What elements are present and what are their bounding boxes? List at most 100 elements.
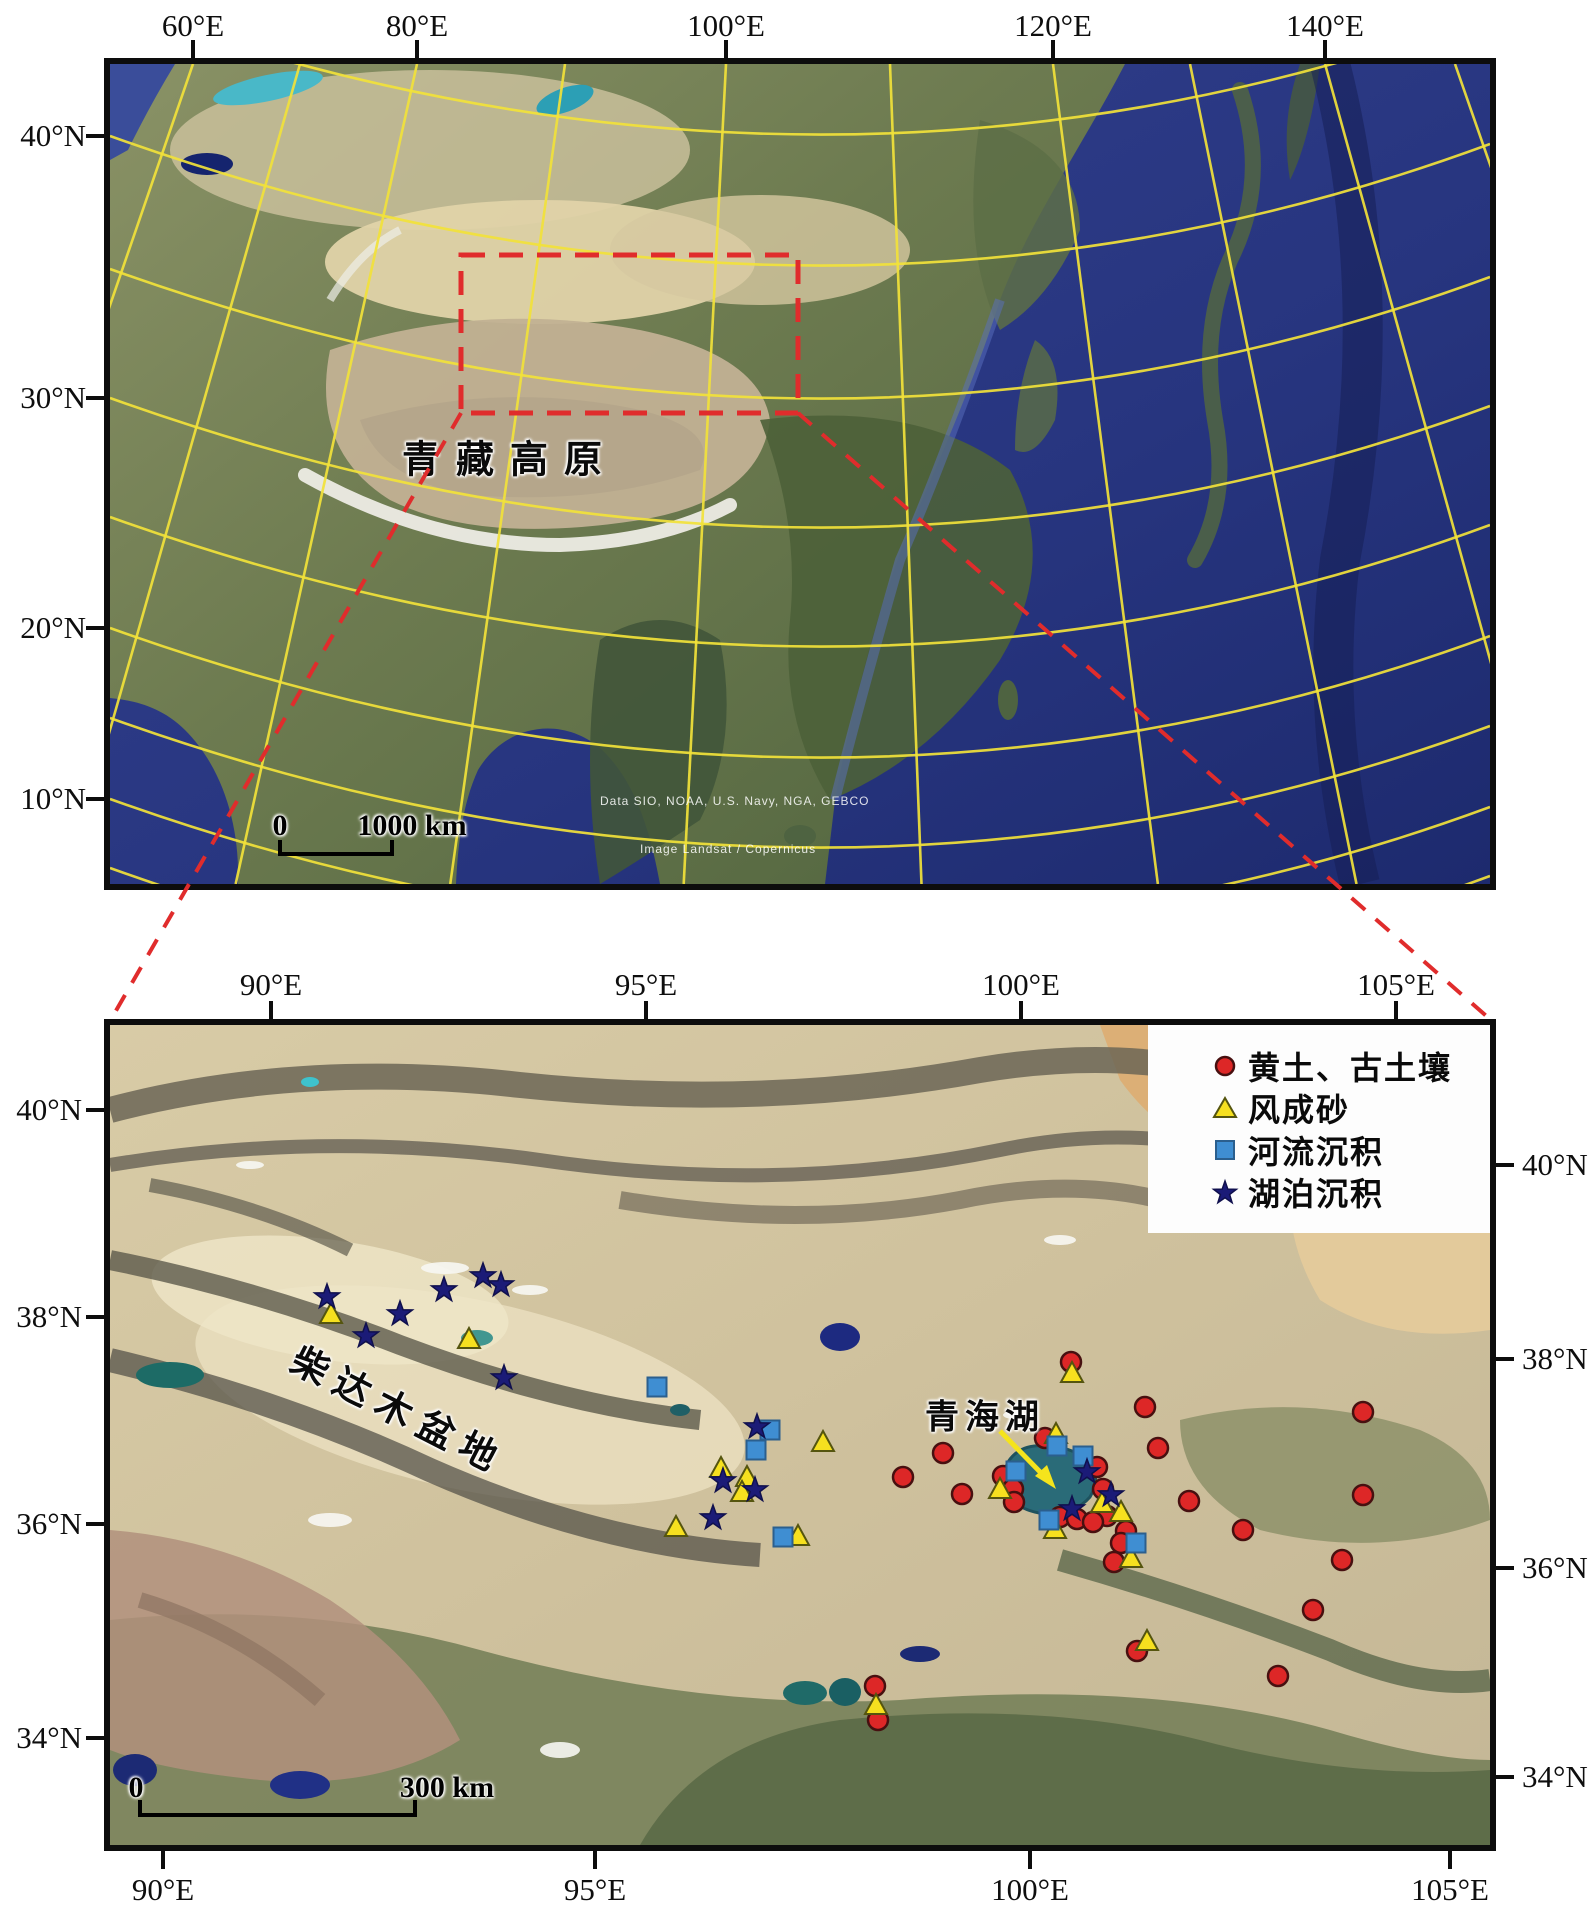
axis-tick (1496, 1775, 1514, 1779)
marker-lacustrine (740, 1474, 770, 1503)
sample-site-markers (312, 1260, 1375, 1732)
legend-item-label: 河流沉积 (1248, 1134, 1385, 1170)
top-scalebar-zero: 0 (272, 809, 288, 842)
axis-tick (86, 396, 104, 400)
axis-label: 30°N (20, 380, 86, 415)
marker-aeolian-sand (1118, 1544, 1144, 1568)
fluvial-square-icon (1202, 1137, 1248, 1163)
bottom-scalebar-zero: 0 (128, 1771, 144, 1804)
bottom-scalebar-label: 300 km (399, 1771, 495, 1804)
axis-tick (1051, 40, 1055, 58)
legend-item-label: 黄土、古土壤 (1248, 1050, 1453, 1086)
axis-label: 105°E (1357, 967, 1435, 1002)
marker-loess (1351, 1483, 1375, 1507)
marker-loess (1231, 1518, 1255, 1542)
marker-loess (1081, 1510, 1105, 1534)
legend-item-label: 湖泊沉积 (1248, 1176, 1385, 1212)
axis-tick (86, 134, 104, 138)
axis-label: 40°N (1522, 1147, 1588, 1182)
marker-fluvial (1038, 1509, 1060, 1531)
axis-tick (269, 1001, 273, 1019)
marker-loess (931, 1441, 955, 1465)
axis-tick (1028, 1851, 1032, 1869)
axis-label: 38°N (1522, 1341, 1588, 1376)
axis-tick (1496, 1566, 1514, 1570)
marker-aeolian-sand (318, 1300, 344, 1324)
marker-lacustrine (351, 1320, 381, 1349)
marker-fluvial (646, 1376, 668, 1398)
axis-tick (86, 797, 104, 801)
axis-label: 34°N (16, 1720, 82, 1755)
axis-label: 80°E (385, 8, 449, 43)
marker-lacustrine (486, 1269, 516, 1298)
marker-lacustrine (1072, 1456, 1102, 1485)
marker-loess (1351, 1400, 1375, 1424)
tibetan-plateau-label: 青藏高原 (401, 439, 619, 482)
axis-label: 40°N (16, 1092, 82, 1127)
axis-label: 105°E (1411, 1872, 1489, 1907)
axis-label: 100°E (687, 8, 765, 43)
marker-loess (1266, 1664, 1290, 1688)
marker-lacustrine (312, 1281, 342, 1310)
marker-aeolian-sand (456, 1325, 482, 1349)
marker-lacustrine (489, 1362, 519, 1391)
axis-tick (1448, 1851, 1452, 1869)
qinghai-lake-label: 青海湖 (925, 1399, 1045, 1437)
imagery-attribution-line2: Image Landsat / Copernicus (640, 842, 817, 856)
marker-loess (891, 1465, 915, 1489)
axis-tick (724, 40, 728, 58)
marker-lacustrine (698, 1502, 728, 1531)
axis-label: 120°E (1014, 8, 1092, 43)
axis-label: 34°N (1522, 1759, 1588, 1794)
axis-label: 40°N (20, 118, 86, 153)
legend-item-lacustrine: 湖泊沉积 (1148, 1173, 1490, 1212)
axis-label: 36°N (1522, 1550, 1588, 1585)
marker-aeolian-sand (663, 1513, 689, 1537)
marker-loess (1330, 1548, 1354, 1572)
marker-aeolian-sand (863, 1691, 889, 1715)
axis-tick (593, 1851, 597, 1869)
marker-fluvial (1005, 1460, 1027, 1482)
marker-lacustrine (1096, 1479, 1126, 1508)
overview-satellite-image (110, 64, 1490, 884)
marker-fluvial (1072, 1445, 1094, 1467)
axis-label: 10°N (20, 781, 86, 816)
axis-tick (415, 40, 419, 58)
axis-tick (1019, 1001, 1023, 1019)
marker-aeolian-sand (810, 1428, 836, 1452)
legend-item-fluvial: 河流沉积 (1148, 1131, 1490, 1170)
axis-label: 90°E (239, 967, 303, 1002)
legend-item-loess: 黄土、古土壤 (1148, 1047, 1490, 1086)
marker-aeolian-sand (1108, 1498, 1134, 1522)
marker-loess (950, 1482, 974, 1506)
marker-fluvial (1046, 1435, 1068, 1457)
axis-label: 20°N (20, 610, 86, 645)
axis-tick (644, 1001, 648, 1019)
marker-loess (863, 1674, 887, 1698)
axis-label: 95°E (614, 967, 678, 1002)
axis-label: 100°E (991, 1872, 1069, 1907)
legend-item-aeolian: 风成砂 (1148, 1089, 1490, 1128)
marker-lacustrine (385, 1298, 415, 1327)
marker-fluvial (1125, 1532, 1147, 1554)
marker-lacustrine (468, 1260, 498, 1289)
axis-label: 36°N (16, 1506, 82, 1541)
axis-tick (1323, 40, 1327, 58)
marker-aeolian-sand (987, 1475, 1013, 1499)
lacustrine-star-icon (1202, 1178, 1248, 1206)
axis-tick (86, 1522, 104, 1526)
axis-label: 38°N (16, 1299, 82, 1334)
axis-label: 90°E (131, 1872, 195, 1907)
axis-tick (1496, 1163, 1514, 1167)
marker-lacustrine (429, 1274, 459, 1303)
axis-label: 95°E (563, 1872, 627, 1907)
axis-label: 100°E (982, 967, 1060, 1002)
imagery-attribution-line1: Data SIO, NOAA, U.S. Navy, NGA, GEBCO (600, 794, 870, 808)
marker-lacustrine (742, 1411, 772, 1440)
marker-loess (1133, 1395, 1157, 1419)
marker-loess (1301, 1598, 1325, 1622)
axis-label: 60°E (161, 8, 225, 43)
axis-tick (86, 1108, 104, 1112)
axis-tick (86, 1315, 104, 1319)
